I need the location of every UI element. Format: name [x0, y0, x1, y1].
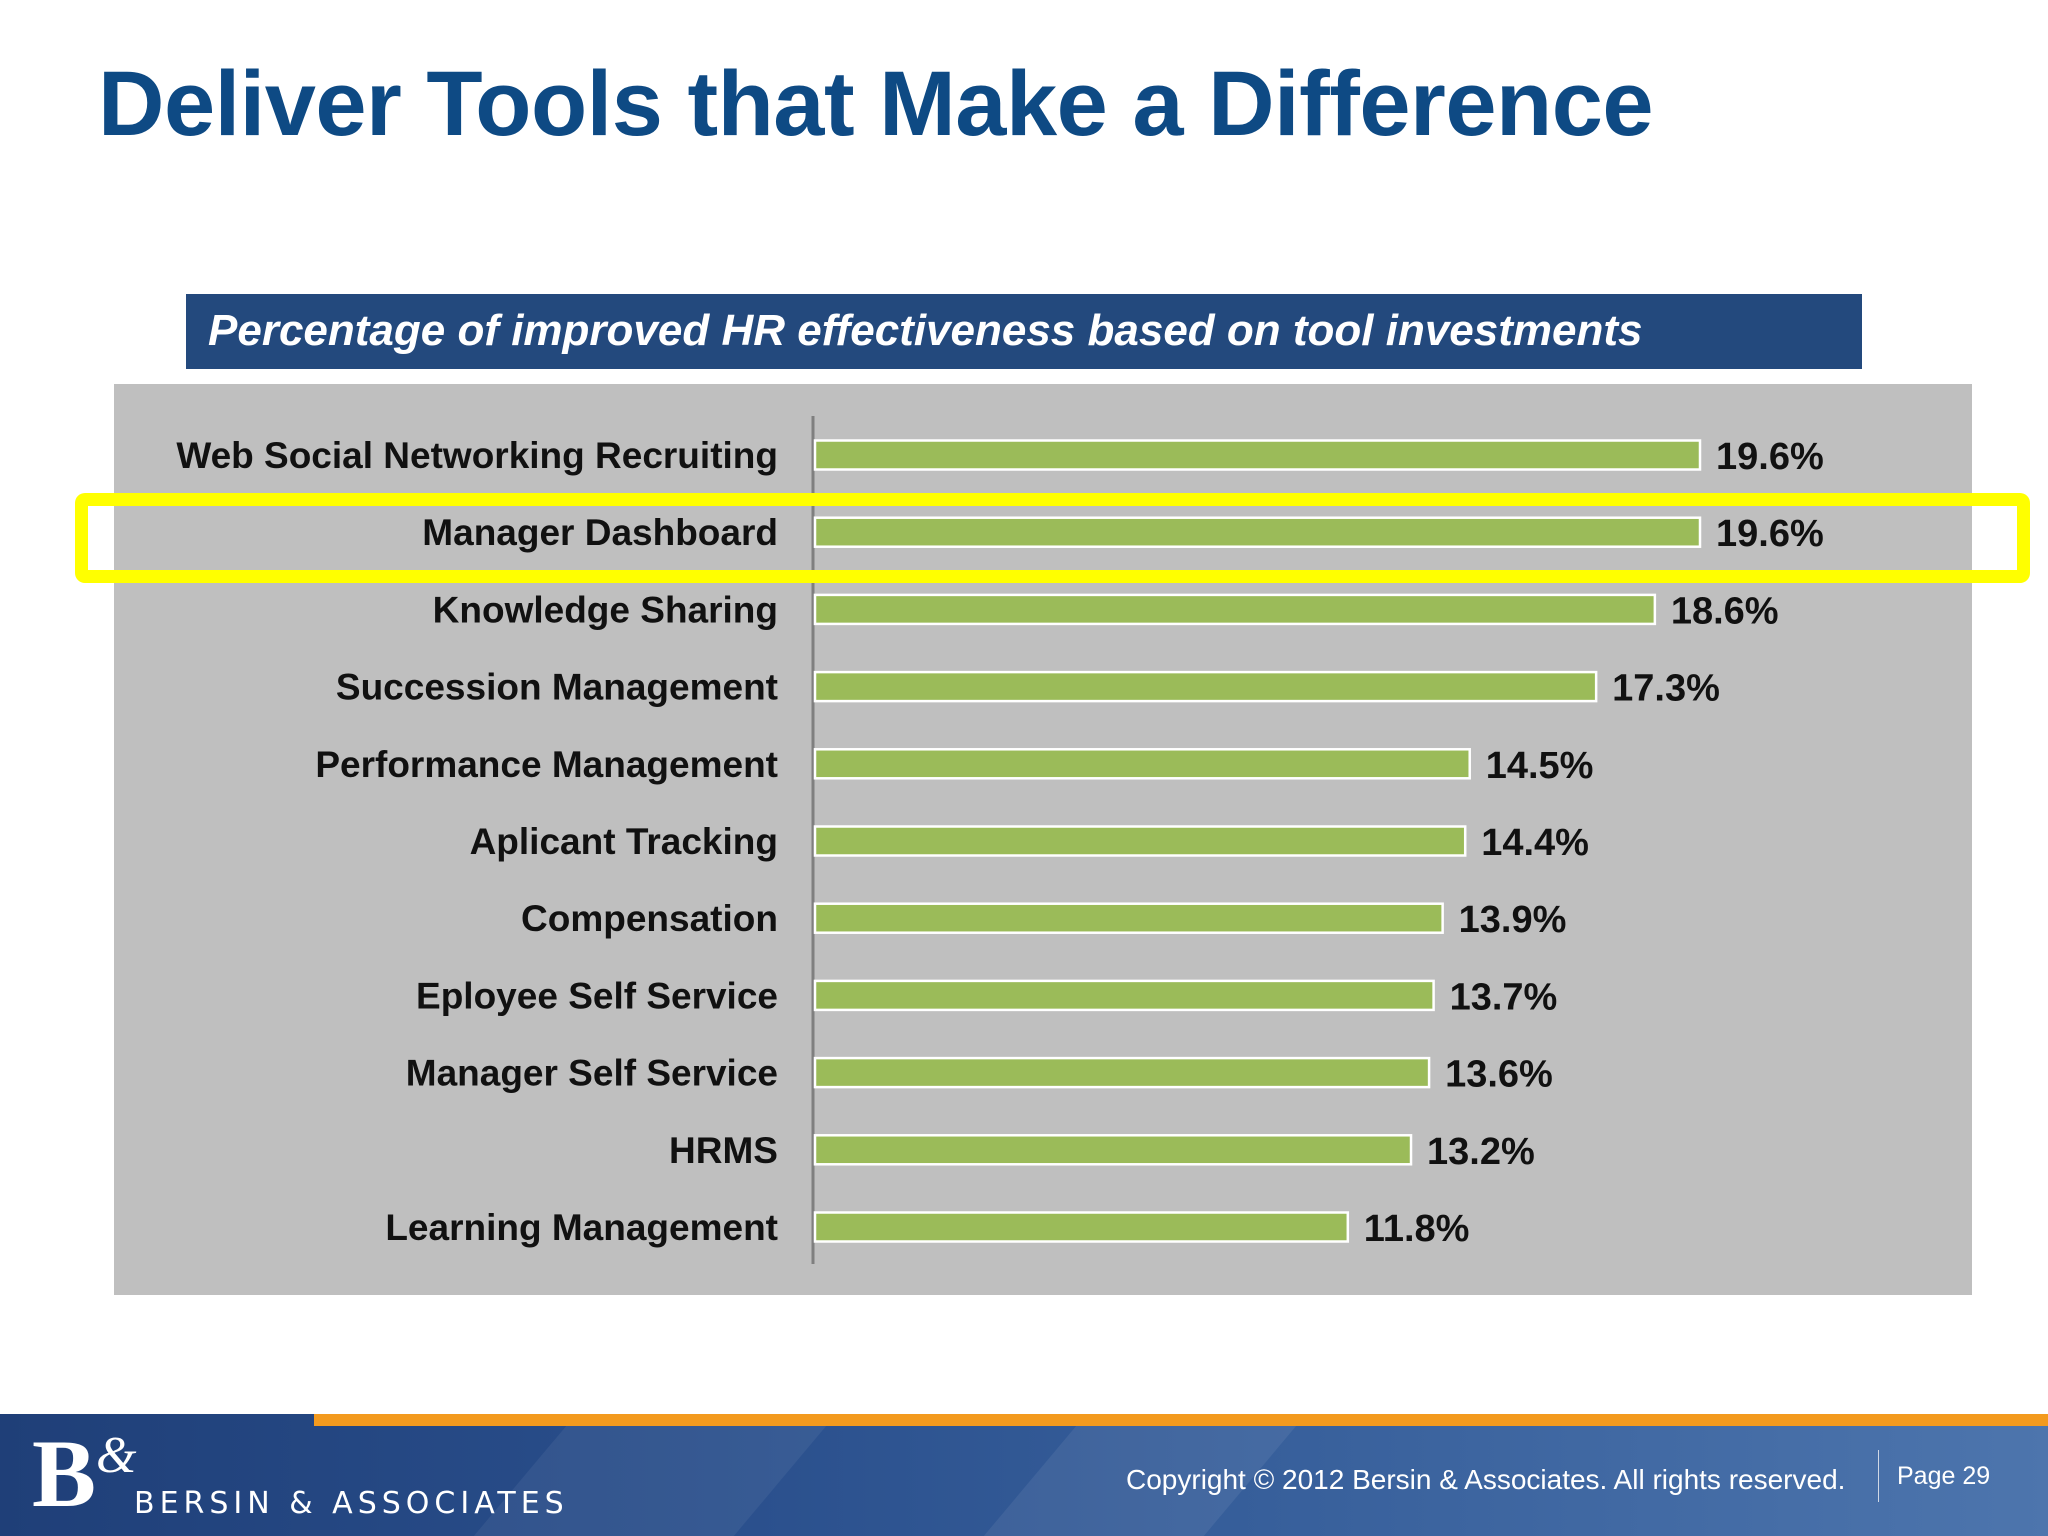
- footer: B & BERSIN & ASSOCIATES Copyright © 2012…: [0, 1414, 2048, 1536]
- logo-text: BERSIN & ASSOCIATES: [134, 1486, 569, 1521]
- data-label: 13.6%: [1445, 1054, 1553, 1096]
- page-number: Page 29: [1897, 1462, 1991, 1490]
- slide-title: Deliver Tools that Make a Difference: [98, 53, 1654, 155]
- chart-title: Percentage of improved HR effectiveness …: [208, 306, 1643, 355]
- category-label: Succession Management: [336, 667, 778, 708]
- data-label: 14.5%: [1486, 745, 1594, 787]
- bersin-logo-icon: B &: [32, 1428, 137, 1518]
- category-label: Learning Management: [385, 1207, 778, 1248]
- highlight-box-manager-dashboard: [75, 493, 2030, 583]
- bar: [813, 748, 1471, 780]
- bar: [813, 1134, 1413, 1166]
- data-label: 19.6%: [1716, 513, 1824, 555]
- footer-orange-stripe: [314, 1414, 2048, 1426]
- category-label: Manager Self Service: [406, 1053, 778, 1094]
- bar: [813, 902, 1444, 934]
- data-label: 19.6%: [1716, 436, 1824, 478]
- bar: [813, 670, 1598, 703]
- category-label: Web Social Networking Recruiting: [176, 435, 778, 476]
- category-label: Compensation: [521, 898, 778, 939]
- data-label: 18.6%: [1671, 590, 1779, 632]
- category-label: Manager Dashboard: [422, 512, 778, 553]
- data-label: 13.9%: [1459, 899, 1567, 941]
- chart-title-bar: Percentage of improved HR effectiveness …: [186, 294, 1862, 369]
- data-label: 17.3%: [1612, 668, 1720, 710]
- bar: [813, 1056, 1431, 1089]
- footer-divider: [1878, 1450, 1879, 1502]
- svg-text:&: &: [96, 1428, 137, 1484]
- data-label: 13.7%: [1450, 976, 1558, 1018]
- bar: [813, 439, 1702, 471]
- data-label: 14.4%: [1481, 822, 1589, 864]
- bar: [813, 593, 1657, 626]
- data-label: 13.2%: [1427, 1131, 1535, 1173]
- copyright-text: Copyright © 2012 Bersin & Associates. Al…: [1126, 1464, 1846, 1495]
- data-label: 11.8%: [1364, 1208, 1470, 1250]
- category-label: Performance Management: [315, 744, 778, 785]
- category-label: Eployee Self Service: [416, 975, 778, 1016]
- bar: [813, 979, 1435, 1012]
- category-label: Aplicant Tracking: [470, 821, 778, 862]
- bar: [813, 1211, 1350, 1243]
- category-label: Knowledge Sharing: [433, 589, 778, 630]
- bar: [813, 825, 1467, 857]
- svg-text:B: B: [32, 1428, 96, 1518]
- category-label: HRMS: [669, 1130, 778, 1171]
- bar: [813, 516, 1702, 548]
